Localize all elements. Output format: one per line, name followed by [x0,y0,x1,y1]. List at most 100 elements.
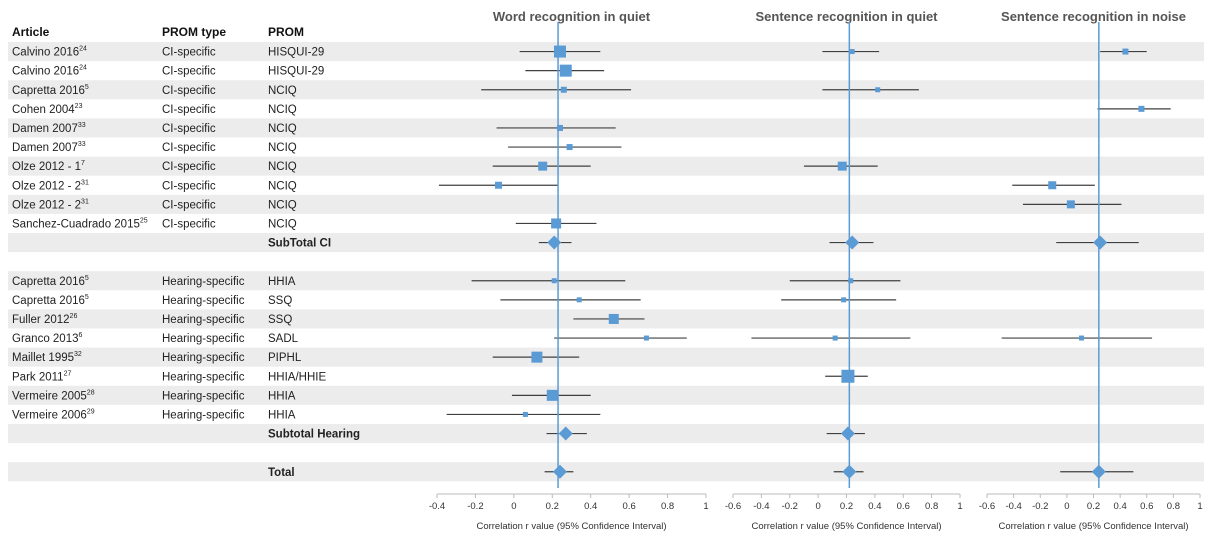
article-cell: Damen 200733 [12,122,86,135]
x-tick-label: -0.4 [753,501,769,512]
x-tick-label: -0.4 [429,501,445,512]
prom-cell: HHIA/HHIE [268,371,326,383]
prom-type-cell: CI-specific [162,180,216,192]
x-tick-label: 0.6 [897,501,910,512]
study-estimate-square [643,335,649,341]
x-tick-label: 0.2 [546,501,559,512]
article-cell: Damen 200733 [12,141,86,154]
x-tick-label: 0.2 [840,501,853,512]
prom-cell: NCIQ [268,218,297,230]
prom-cell: HHIA [268,276,296,288]
x-tick-label: 0.8 [1167,501,1180,512]
subtotal-label: Total [268,467,295,479]
study-estimate-square [560,86,567,93]
study-estimate-square [848,278,854,284]
study-estimate-square [538,161,548,171]
x-tick-label: -0.4 [1005,501,1021,512]
x-tick-label: 0.4 [584,501,597,512]
study-estimate-square [837,161,847,171]
article-cell: Capretta 20165 [12,294,89,307]
pooled-estimate-diamond [558,426,573,441]
study-estimate-square [559,64,572,77]
article-cell: Granco 20136 [12,332,83,345]
prom-cell: HISQUI-29 [268,66,324,78]
x-tick-label: -0.6 [979,501,995,512]
article-cell: Cohen 200423 [12,103,83,116]
prom-type-cell: Hearing-specific [162,295,245,307]
x-tick-label: 1 [1197,501,1202,512]
article-cell: Park 201127 [12,370,71,383]
x-axis-label: Correlation r value (95% Confidence Inte… [998,521,1188,532]
x-tick-label: 0.4 [868,501,881,512]
pooled-estimate-diamond [1093,235,1108,250]
panel-title: Sentence recognition in quiet [755,9,938,24]
article-cell: Capretta 20165 [12,84,89,97]
row-background [8,156,1204,176]
prom-type-cell: CI-specific [162,161,216,173]
prom-cell: NCIQ [268,85,297,97]
x-tick-label: -0.6 [725,501,741,512]
x-tick-label: 1 [703,501,708,512]
study-estimate-square [1079,335,1085,341]
row-background [8,194,1204,214]
prom-type-cell: CI-specific [162,104,216,116]
x-tick-label: 1 [957,501,962,512]
study-estimate-square [522,411,528,417]
prom-type-cell: CI-specific [162,47,216,59]
row-background [8,424,1204,444]
x-tick-label: 0.2 [1087,501,1100,512]
study-estimate-square [551,218,562,229]
row-background [8,347,1204,367]
x-tick-label: 0 [511,501,516,512]
study-estimate-square [494,181,502,189]
x-tick-label: 0 [815,501,820,512]
article-cell: Olze 2012 - 231 [12,179,89,192]
prom-type-cell: CI-specific [162,218,216,230]
prom-cell: HHIA [268,390,296,402]
article-cell: Fuller 201226 [12,313,77,326]
x-tick-label: 0.4 [1114,501,1127,512]
study-estimate-square [841,297,847,303]
x-tick-label: 0.6 [1140,501,1153,512]
study-estimate-square [531,351,543,363]
article-cell: Olze 2012 - 231 [12,198,89,211]
prom-cell: NCIQ [268,180,297,192]
x-tick-label: -0.2 [467,501,483,512]
x-tick-label: -0.2 [782,501,798,512]
prom-type-cell: CI-specific [162,66,216,78]
study-estimate-square [849,49,855,55]
article-cell: Vermeire 200629 [12,408,95,421]
pooled-estimate-diamond [552,464,567,479]
study-estimate-square [1048,181,1057,190]
article-cell: Maillet 199532 [12,351,82,364]
prom-cell: SSQ [268,314,292,326]
x-axis-label: Correlation r value (95% Confidence Inte… [476,521,666,532]
article-cell: Capretta 20165 [12,275,89,288]
subtotal-label: SubTotal CI [268,238,331,250]
x-tick-label: -0.2 [1032,501,1048,512]
study-estimate-square [576,297,582,303]
prom-type-cell: Hearing-specific [162,371,245,383]
prom-type-cell: Hearing-specific [162,314,245,326]
column-header-prom: PROM [268,25,304,39]
study-estimate-square [556,124,563,131]
study-estimate-square [566,144,573,151]
prom-cell: NCIQ [268,161,297,173]
article-cell: Calvino 201624 [12,65,87,78]
study-estimate-square [1138,105,1145,112]
prom-cell: NCIQ [268,142,297,154]
prom-type-cell: Hearing-specific [162,409,245,421]
prom-cell: SADL [268,333,299,345]
row-background [8,42,1204,62]
prom-cell: NCIQ [268,104,297,116]
x-tick-label: 0.8 [661,501,674,512]
prom-cell: PIPHL [268,352,302,364]
article-cell: Olze 2012 - 17 [12,160,85,173]
prom-type-cell: CI-specific [162,142,216,154]
prom-cell: SSQ [268,295,292,307]
study-estimate-square [1066,200,1075,209]
article-cell: Calvino 201624 [12,46,87,59]
prom-type-cell: Hearing-specific [162,333,245,345]
prom-cell: NCIQ [268,199,297,211]
